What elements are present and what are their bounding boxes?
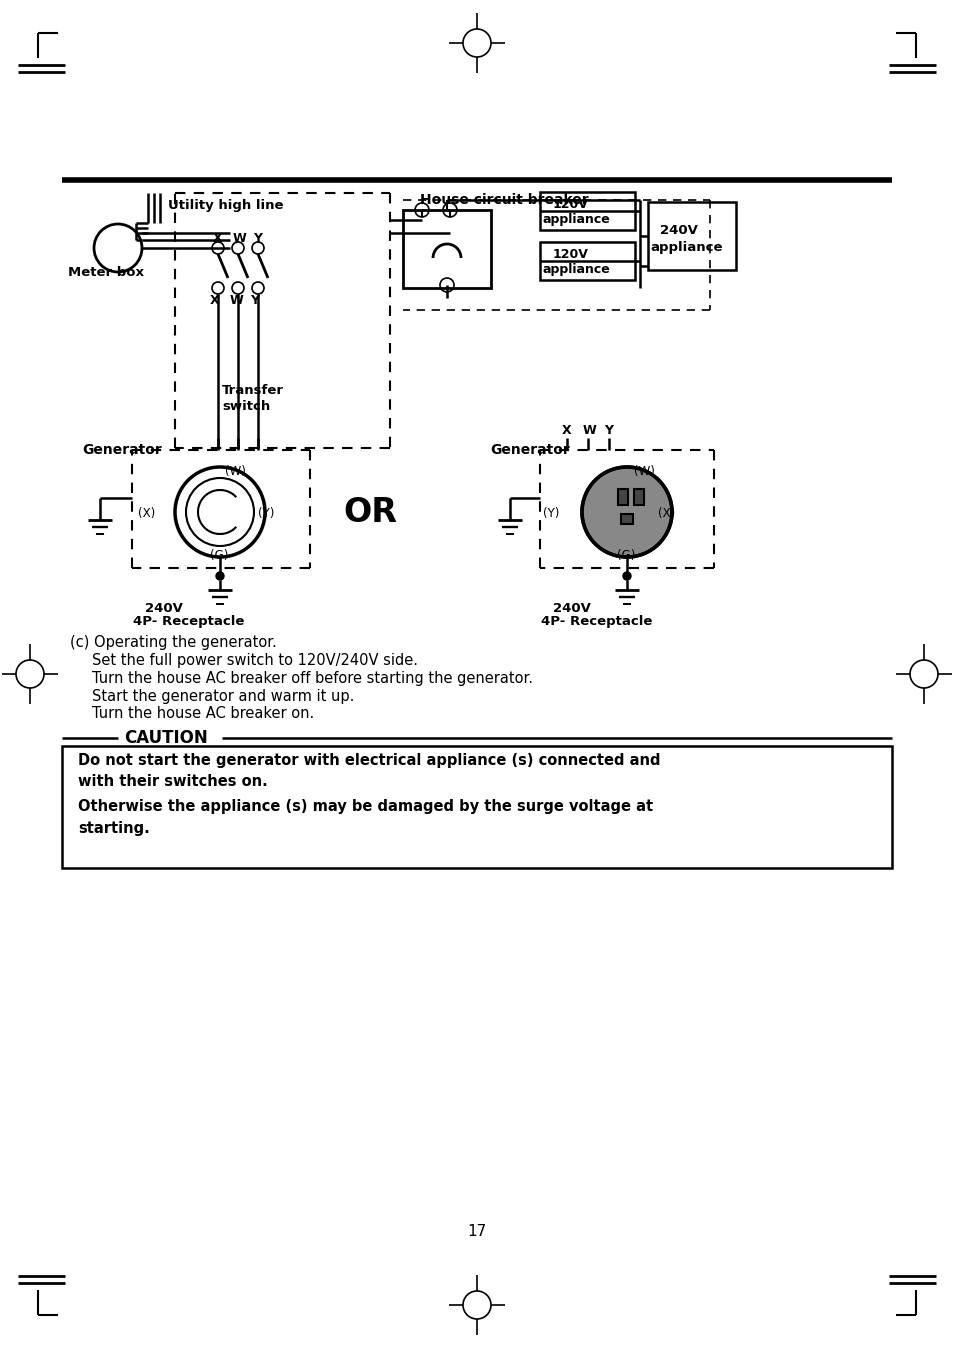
Text: with their switches on.: with their switches on. — [78, 774, 268, 789]
Circle shape — [581, 466, 671, 557]
Text: (Y): (Y) — [257, 507, 274, 520]
Text: CAUTION: CAUTION — [124, 729, 208, 747]
Text: W: W — [582, 423, 597, 437]
Text: X: X — [561, 423, 571, 437]
Text: 120V: 120V — [553, 248, 588, 262]
Text: 120V: 120V — [553, 198, 588, 212]
Text: X: X — [213, 232, 222, 244]
Bar — [62, 745, 891, 868]
Text: (X): (X) — [658, 507, 675, 520]
Bar — [539, 243, 635, 280]
Text: (c) Operating the generator.: (c) Operating the generator. — [70, 635, 276, 650]
Bar — [620, 514, 633, 524]
Circle shape — [622, 572, 630, 580]
Text: 4P- Receptacle: 4P- Receptacle — [132, 616, 244, 628]
Text: Do not start the generator with electrical appliance (s) connected and: Do not start the generator with electric… — [78, 752, 659, 767]
Text: W: W — [230, 294, 244, 306]
Text: W: W — [233, 232, 247, 244]
Text: (G): (G) — [617, 550, 635, 562]
Text: House circuit breaker: House circuit breaker — [419, 193, 588, 208]
Text: X: X — [210, 294, 219, 306]
Bar — [618, 489, 627, 506]
Bar — [647, 202, 735, 270]
Text: Generator: Generator — [490, 443, 569, 457]
Text: Utility high line: Utility high line — [168, 198, 283, 212]
Text: starting.: starting. — [78, 821, 150, 836]
Bar — [634, 489, 643, 506]
Bar — [539, 191, 635, 231]
Text: 240V: 240V — [553, 601, 590, 615]
Text: Y: Y — [253, 232, 262, 244]
Text: appliance: appliance — [649, 241, 721, 255]
Text: OR: OR — [343, 496, 396, 528]
Text: appliance: appliance — [542, 263, 610, 276]
Text: (Y): (Y) — [542, 507, 558, 520]
Text: Otherwise the appliance (s) may be damaged by the surge voltage at: Otherwise the appliance (s) may be damag… — [78, 799, 653, 814]
Text: Turn the house AC breaker off before starting the generator.: Turn the house AC breaker off before sta… — [91, 670, 533, 686]
Text: (W): (W) — [225, 465, 246, 479]
Bar — [402, 210, 491, 288]
Text: Turn the house AC breaker on.: Turn the house AC breaker on. — [91, 706, 314, 721]
Text: 240V: 240V — [145, 601, 183, 615]
Text: (G): (G) — [210, 550, 228, 562]
Text: Set the full power switch to 120V/240V side.: Set the full power switch to 120V/240V s… — [91, 652, 417, 667]
Text: appliance: appliance — [542, 213, 610, 226]
Text: (W): (W) — [634, 465, 654, 479]
Text: Y: Y — [250, 294, 258, 306]
Circle shape — [215, 572, 224, 580]
Text: (X): (X) — [138, 507, 155, 520]
Text: Generator: Generator — [82, 443, 162, 457]
Text: switch: switch — [222, 399, 270, 412]
Text: Start the generator and warm it up.: Start the generator and warm it up. — [91, 689, 354, 704]
Text: 240V: 240V — [659, 224, 698, 236]
Text: Transfer: Transfer — [222, 383, 284, 396]
Text: Y: Y — [603, 423, 613, 437]
Text: Meter box: Meter box — [68, 267, 144, 279]
Text: 4P- Receptacle: 4P- Receptacle — [540, 616, 652, 628]
Text: 17: 17 — [467, 1224, 486, 1240]
